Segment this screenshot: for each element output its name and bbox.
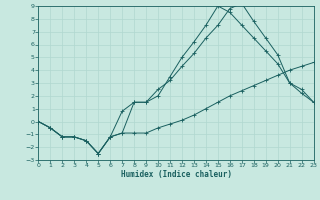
X-axis label: Humidex (Indice chaleur): Humidex (Indice chaleur) [121, 170, 231, 179]
